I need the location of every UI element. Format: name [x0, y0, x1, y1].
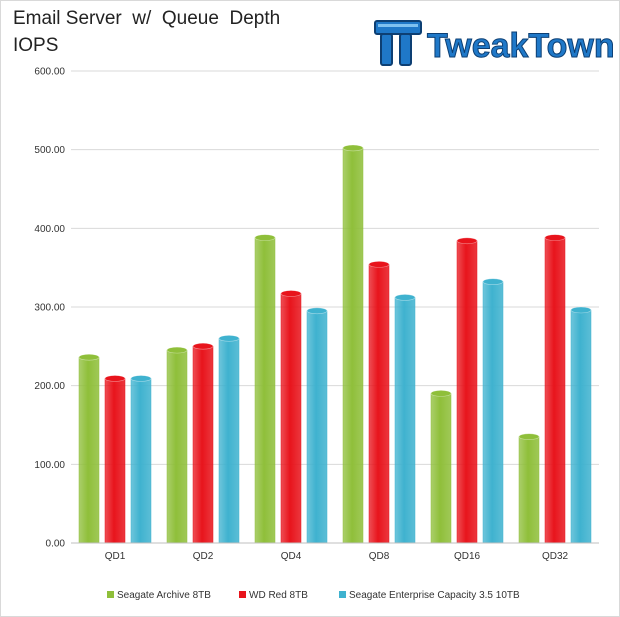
bar-cap	[104, 375, 126, 382]
bar-body	[104, 378, 126, 544]
bar-body	[254, 237, 276, 544]
bar-cap	[166, 346, 188, 354]
y-tick-label: 400.00	[34, 224, 65, 235]
y-tick-label: 0.00	[46, 539, 66, 550]
bar-cap	[342, 144, 364, 152]
bar-body	[218, 338, 240, 544]
legend-swatch	[239, 591, 246, 598]
bar-cap	[544, 234, 566, 241]
bar-cap	[482, 278, 504, 285]
bar	[570, 306, 592, 544]
bar	[130, 375, 152, 544]
bar-cap	[130, 375, 152, 382]
x-category-label: QD8	[369, 551, 390, 562]
legend-label: Seagate Enterprise Capacity 3.5 10TB	[349, 590, 520, 601]
bars	[78, 144, 592, 544]
bar	[430, 390, 452, 544]
bar	[306, 307, 328, 544]
bar-cap	[368, 261, 390, 268]
bar-body	[518, 436, 540, 544]
bar-cap	[430, 390, 452, 397]
bar-body	[482, 281, 504, 544]
grid-lines	[71, 70, 599, 544]
bar	[368, 261, 390, 544]
bar-body	[544, 237, 566, 544]
bar-cap	[78, 353, 100, 361]
axis: 0.00 100.00 200.00 300.00 400.00 500.00 600.00…	[34, 67, 599, 562]
bar	[78, 353, 100, 544]
chart-subtitle: IOPS	[13, 35, 59, 56]
bar-body	[342, 147, 364, 544]
x-category-label: QD16	[454, 551, 481, 562]
bar-body	[130, 378, 152, 544]
bar-body	[368, 264, 390, 544]
x-category-label: QD1	[105, 551, 126, 562]
bar-body	[394, 297, 416, 544]
y-tick-label: 200.00	[34, 381, 65, 392]
bar	[166, 346, 188, 544]
x-category-label: QD4	[281, 551, 302, 562]
bar	[254, 234, 276, 544]
bar-cap	[518, 433, 540, 440]
bar-body	[430, 393, 452, 544]
x-category-label: QD32	[542, 551, 569, 562]
bar	[280, 290, 302, 544]
bar	[394, 294, 416, 544]
bar-cap	[218, 335, 240, 342]
bar	[342, 144, 364, 544]
bar-body	[192, 345, 214, 544]
y-tick-label: 100.00	[34, 460, 65, 471]
tweaktown-logo: TweakTown	[374, 20, 613, 66]
bar	[192, 342, 214, 544]
legend-label: WD Red 8TB	[249, 590, 308, 601]
bar-cap	[254, 234, 276, 241]
tweaktown-logo-text: TweakTown	[427, 27, 613, 65]
bar-cap	[280, 290, 302, 297]
bar-cap	[192, 342, 214, 350]
legend-swatch	[107, 591, 114, 598]
bar-cap	[456, 237, 478, 245]
legend-label: Seagate Archive 8TB	[117, 590, 211, 601]
bar-body	[570, 309, 592, 544]
legend-swatch	[339, 591, 346, 598]
bar-cap	[570, 306, 592, 314]
x-category-label: QD2	[193, 551, 214, 562]
tweaktown-logo-icon	[374, 20, 422, 66]
y-tick-label: 300.00	[34, 303, 65, 314]
bar	[104, 375, 126, 544]
bar	[482, 278, 504, 544]
y-tick-label: 500.00	[34, 145, 65, 156]
bar-body	[78, 356, 100, 544]
bar-body	[306, 310, 328, 544]
bar-cap	[394, 294, 416, 301]
bar-cap	[306, 307, 328, 315]
chart-title: Email Server w/ Queue Depth	[13, 8, 281, 29]
bar	[218, 335, 240, 544]
bar-body	[166, 349, 188, 544]
bar	[456, 237, 478, 544]
y-tick-label: 600.00	[34, 67, 65, 78]
bar	[518, 433, 540, 544]
bar-body	[280, 293, 302, 544]
bar	[544, 234, 566, 544]
legend: Seagate Archive 8TB WD Red 8TB Seagate Ent…	[107, 590, 520, 601]
bar-body	[456, 240, 478, 544]
